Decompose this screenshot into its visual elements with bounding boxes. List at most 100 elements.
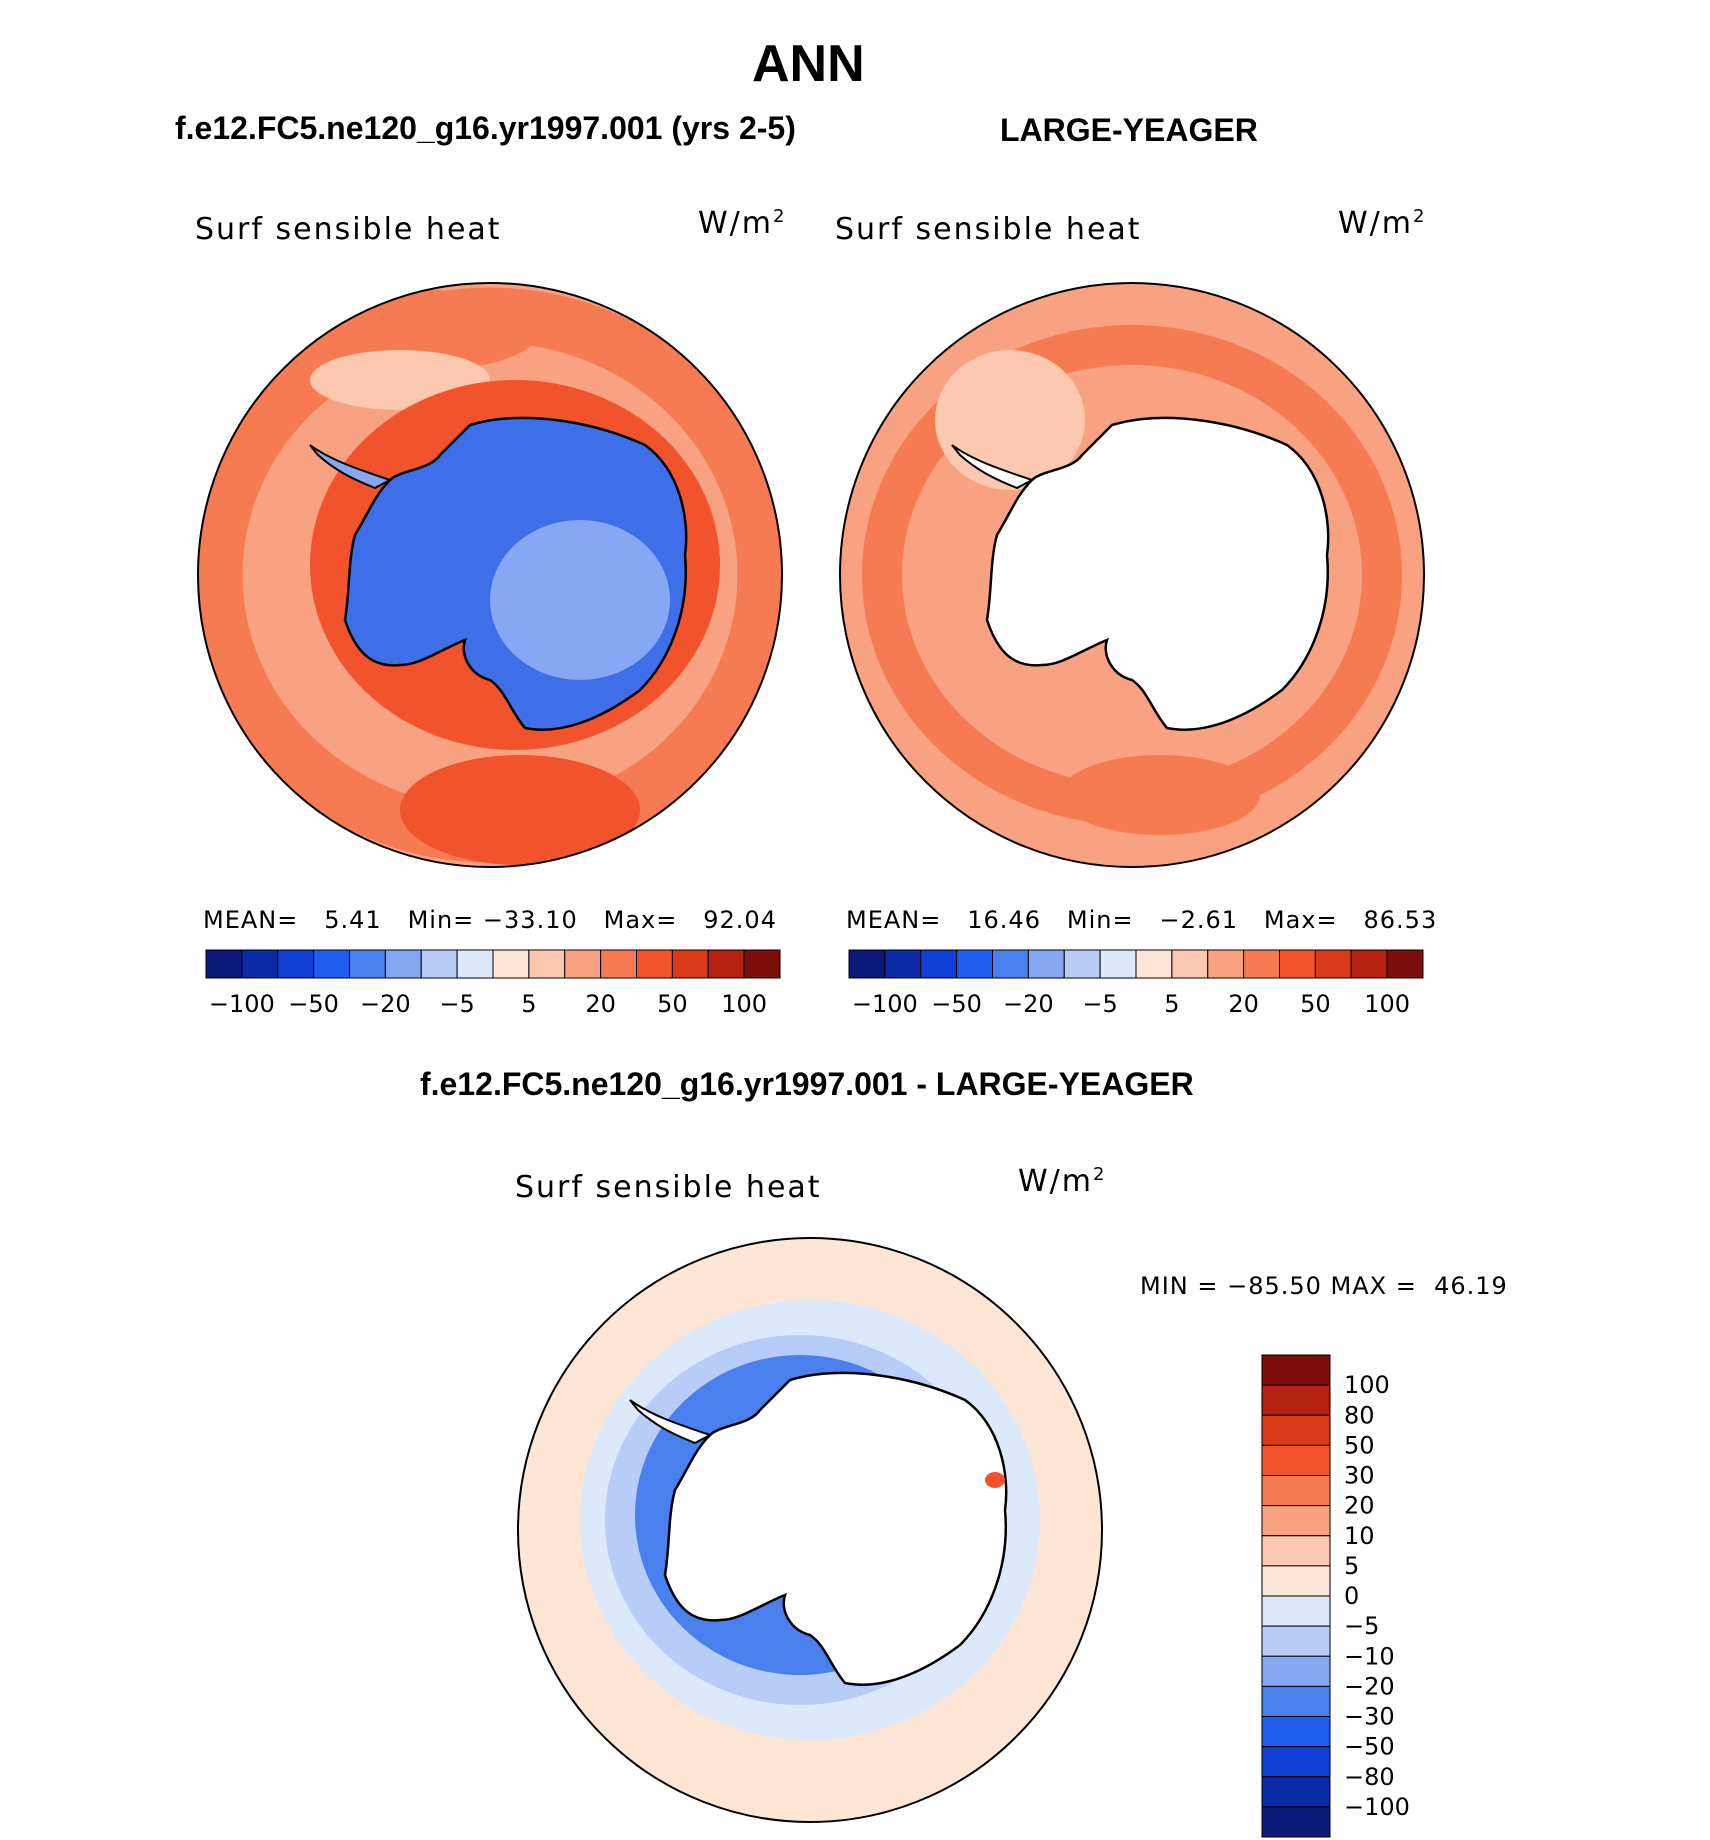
panel1-map-border xyxy=(197,282,783,868)
panel2-colorbar: −100 −50 −20 −5 5 20 50 100 xyxy=(848,949,1424,1018)
panel2-peninsula xyxy=(951,444,1035,490)
panel2-colorbar-swatch xyxy=(848,949,886,979)
diff-colorbar-tick-label: 0 xyxy=(1344,1582,1359,1610)
diff-peninsula xyxy=(629,1399,713,1445)
panel1-colorbar-swatch xyxy=(600,949,637,979)
panel1-case-title: f.e12.FC5.ne120_g16.yr1997.001 (yrs 2-5) xyxy=(175,110,796,146)
panel2-colorbar-tick-label: −5 xyxy=(1082,990,1117,1018)
panel1-colorbar-tick-label: −20 xyxy=(360,990,411,1018)
panel2-antarctica xyxy=(985,416,1330,731)
panel2-field-label: Surf sensible heat xyxy=(835,212,1142,247)
panel2-ocean-hot xyxy=(1060,755,1260,835)
panel2-colorbar-tick-label: 5 xyxy=(1164,990,1179,1018)
panel2-colorbar-swatch xyxy=(920,949,958,979)
panel2-stats: MEAN= 16.46 Min= −2.61 Max= 86.53 xyxy=(846,906,1438,934)
panel2-ocean-pale xyxy=(935,350,1085,490)
panel1-colorbar-swatch xyxy=(313,949,350,979)
panel1-map xyxy=(198,283,782,867)
diff-colorbar-swatch xyxy=(1261,1414,1331,1446)
diff-map-border xyxy=(517,1237,1103,1823)
diff-colorbar-tick-label: 5 xyxy=(1344,1552,1359,1580)
panel1-colorbar-tick-label: 5 xyxy=(521,990,536,1018)
panel1-colorbar-swatch xyxy=(743,949,781,979)
panel1-colorbar-tick-label: −100 xyxy=(209,990,275,1018)
diff-colorbar-swatch xyxy=(1261,1776,1331,1808)
panel2-colorbar-swatch xyxy=(884,949,922,979)
panel1-colorbar-tick-label: −5 xyxy=(439,990,474,1018)
panel1-colorbar-swatch xyxy=(671,949,709,979)
panel1-colorbar-swatch xyxy=(277,949,315,979)
panel1-units: W/m2 xyxy=(698,206,787,241)
diff-colorbar-tick-label: 100 xyxy=(1344,1371,1390,1399)
panel1-ocean-hot-spot2 xyxy=(320,290,540,370)
panel1-colorbar-swatch xyxy=(636,949,673,979)
panel2-colorbar-tick-label: −50 xyxy=(931,990,982,1018)
panel2-colorbar-swatch xyxy=(1063,949,1101,979)
diff-colorbar-tick-label: −20 xyxy=(1344,1672,1395,1700)
panel1-colorbar-tick-label: 20 xyxy=(585,990,616,1018)
diff-colorbar-swatch xyxy=(1261,1475,1331,1507)
panel2-colorbar-tick-label: 100 xyxy=(1364,990,1410,1018)
diff-colorbar-swatch xyxy=(1261,1716,1331,1748)
diff-colorbar-swatch xyxy=(1261,1685,1331,1717)
panel2-map xyxy=(840,283,1424,867)
panel2-colorbar-swatch xyxy=(1207,949,1245,979)
panel1-colorbar-swatch xyxy=(492,949,530,979)
panel1-colorbar-swatch xyxy=(349,949,386,979)
panel2-colorbar-swatch xyxy=(992,949,1029,979)
panel1-colorbar-swatch xyxy=(707,949,745,979)
diff-colorbar-swatch xyxy=(1261,1625,1331,1657)
panel2-colorbar-swatch xyxy=(1099,949,1137,979)
panel1-peninsula xyxy=(309,444,393,490)
diff-colorbar-tick-label: −100 xyxy=(1344,1793,1410,1821)
diff-colorbar-tick-label: −5 xyxy=(1344,1612,1379,1640)
diff-colorbar-swatch xyxy=(1261,1655,1331,1687)
panel1-colorbar-tick-label: 50 xyxy=(657,990,688,1018)
panel2-colorbar-swatch xyxy=(1171,949,1209,979)
diff-colorbar-tick-label: 30 xyxy=(1344,1462,1375,1490)
diff-colorbar-tick-label: −30 xyxy=(1344,1703,1395,1731)
panel1-colorbar-swatch xyxy=(205,949,243,979)
diff-colorbar-tick-label: 10 xyxy=(1344,1522,1375,1550)
panel1-stats: MEAN= 5.41 Min= −33.10 Max= 92.04 xyxy=(203,906,777,934)
panel2-colorbar-swatch xyxy=(956,949,993,979)
panel1-colorbar-tick-label: 100 xyxy=(721,990,767,1018)
diff-colorbar-swatch xyxy=(1261,1746,1331,1778)
diff-colorbar-tick-label: 20 xyxy=(1344,1492,1375,1520)
diff-hot-spot xyxy=(985,1472,1005,1488)
panel1-east-lighter xyxy=(490,520,670,680)
diff-colorbar-tick-label: −50 xyxy=(1344,1733,1395,1761)
panel2-colorbar-tick-label: 20 xyxy=(1228,990,1259,1018)
panel1-colorbar-swatch xyxy=(528,949,566,979)
panel1-colorbar-swatch xyxy=(420,949,458,979)
panel1-colorbar-swatch xyxy=(241,949,279,979)
diff-colorbar-swatch xyxy=(1261,1565,1331,1597)
panel1-colorbar: −100 −50 −20 −5 5 20 50 100 xyxy=(205,949,781,1018)
diff-colorbar-swatch xyxy=(1261,1595,1331,1627)
panel2-colorbar-swatch xyxy=(1350,949,1388,979)
diff-field-label: Surf sensible heat xyxy=(515,1170,822,1205)
panel1-ocean-hot-spot xyxy=(400,755,640,865)
panel2-colorbar-swatch xyxy=(1279,949,1316,979)
diff-map xyxy=(518,1238,1102,1822)
panel1-colorbar-swatch xyxy=(564,949,602,979)
panel2-colorbar-swatch xyxy=(1386,949,1424,979)
panel2-units: W/m2 xyxy=(1338,206,1427,241)
panel1-colorbar-swatch xyxy=(456,949,494,979)
diff-colorbar-swatch xyxy=(1261,1384,1331,1416)
diff-colorbar-swatch xyxy=(1261,1806,1331,1838)
panel2-colorbar-swatch xyxy=(1314,949,1352,979)
diff-colorbar-tick-label: 80 xyxy=(1344,1401,1375,1429)
diff-units: W/m2 xyxy=(1018,1164,1107,1199)
diff-minmax: MIN = −85.50 MAX = 46.19 xyxy=(1140,1272,1508,1300)
panel1-field-label: Surf sensible heat xyxy=(195,212,502,247)
panel2-colorbar-tick-label: −100 xyxy=(852,990,918,1018)
main-title: ANN xyxy=(752,35,865,93)
panel2-map-border xyxy=(839,282,1425,868)
panel2-colorbar-swatch xyxy=(1027,949,1065,979)
diff-antarctica xyxy=(663,1371,1008,1686)
diff-case-title: f.e12.FC5.ne120_g16.yr1997.001 - LARGE-Y… xyxy=(420,1066,1194,1102)
panel2-colorbar-tick-label: −20 xyxy=(1003,990,1054,1018)
